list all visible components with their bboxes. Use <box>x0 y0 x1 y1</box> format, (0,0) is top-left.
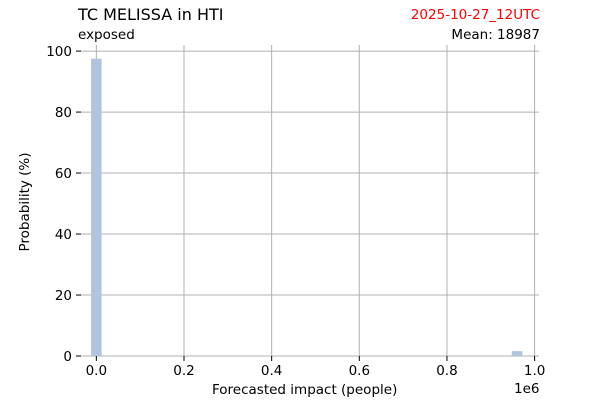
x-tick-label-4: 0.8 <box>436 363 457 379</box>
chart-subtitle: exposed <box>78 27 135 43</box>
x-tick-label-5: 1.0 <box>524 363 545 379</box>
mean-label: Mean: 18987 <box>451 27 540 43</box>
y-tick-label-2: 40 <box>55 227 72 243</box>
grid <box>81 45 539 357</box>
y-tick-label-5: 100 <box>46 44 72 60</box>
y-tick-label-3: 60 <box>55 166 72 182</box>
x-offset-label: 1e6 <box>514 381 540 397</box>
x-tick-label-1: 0.2 <box>173 363 194 379</box>
histogram-bar-1 <box>511 351 523 356</box>
y-tick-label-1: 20 <box>55 288 72 304</box>
y-tick-label-0: 0 <box>63 349 72 365</box>
x-tick-label-0: 0.0 <box>86 363 107 379</box>
x-tick-label-2: 0.4 <box>261 363 282 379</box>
y-tick-label-4: 80 <box>55 105 72 121</box>
chart-title: TC MELISSA in HTI <box>78 5 224 24</box>
x-axis-label: Forecasted impact (people) <box>212 382 398 398</box>
forecast-date: 2025-10-27_12UTC <box>410 7 540 23</box>
ticks: 0.0 0.2 0.4 0.6 0.8 1.0 0 20 40 60 80 100 <box>46 44 545 379</box>
x-tick-label-3: 0.6 <box>349 363 370 379</box>
bars <box>91 58 523 357</box>
histogram-bar-0 <box>91 58 102 357</box>
